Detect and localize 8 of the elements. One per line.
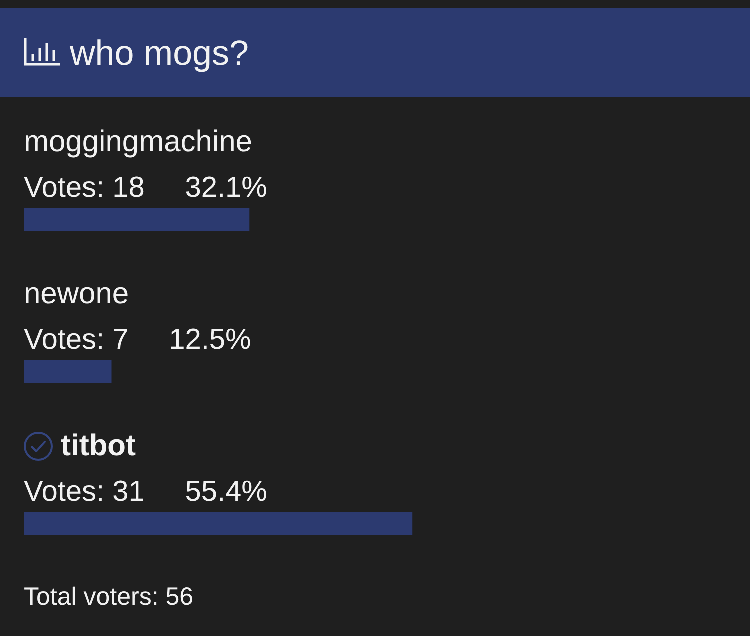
data-label: Votes: 7 12.5%: [24, 324, 252, 356]
y-tick-label: moggingmachine: [24, 126, 252, 158]
chart-title: who mogs?: [69, 34, 249, 73]
annotation: Total voters: 56: [24, 583, 194, 611]
y-tick-label: newone: [24, 278, 130, 310]
y-tick-label: titbot: [61, 430, 136, 462]
data-label: Votes: 18 32.1%: [24, 172, 268, 204]
data-label: Votes: 31 55.4%: [24, 476, 268, 508]
